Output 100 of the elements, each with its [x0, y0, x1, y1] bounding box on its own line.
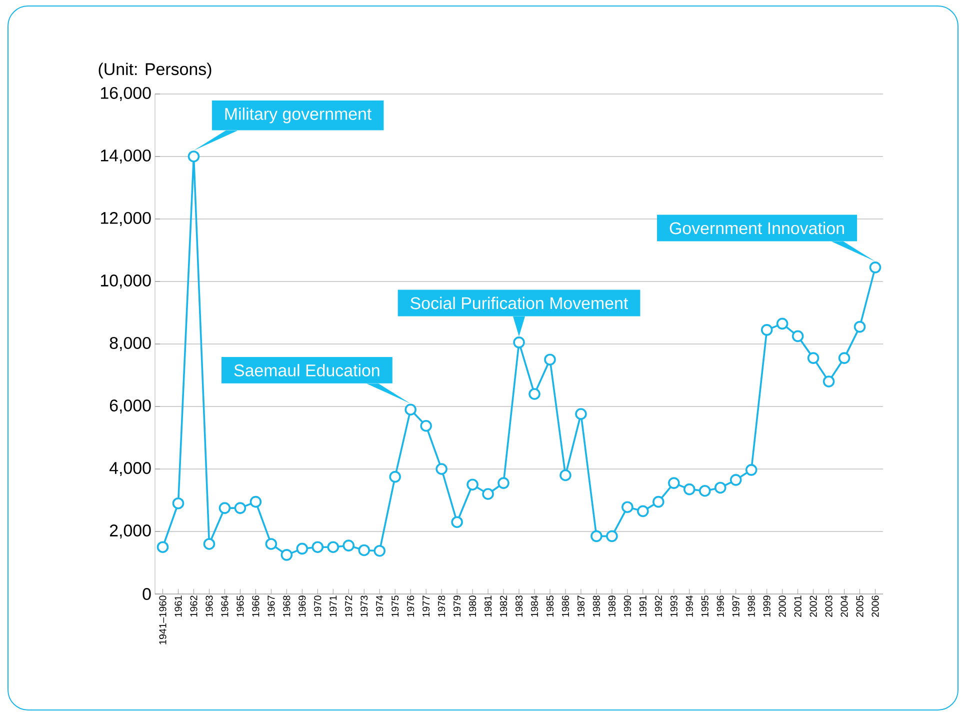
- annotation: Military government: [225, 108, 372, 124]
- point: [869, 262, 882, 274]
- x-tick-label: 1972: [345, 596, 352, 617]
- point: [622, 501, 634, 514]
- point: [730, 474, 742, 486]
- point: [606, 530, 618, 542]
- point: [714, 482, 726, 494]
- x-tick-label: 1970: [314, 596, 322, 617]
- point: [544, 354, 556, 366]
- annotation: Social Purification Movement: [410, 296, 628, 310]
- annotation: Saemaul Education: [234, 364, 380, 376]
- x-tick-label: 1969: [298, 596, 306, 617]
- point: [745, 464, 758, 476]
- point: [466, 478, 478, 491]
- x-tick-label: 2000: [778, 596, 786, 617]
- x-tick-label: 2005: [856, 596, 864, 617]
- point: [342, 540, 355, 552]
- y-tick-label: 6,000: [110, 399, 151, 414]
- x-tick-label: 1976: [407, 596, 414, 617]
- x-tick-label: 1962: [190, 596, 198, 617]
- point: [652, 496, 664, 508]
- x-tick-label: 1995: [701, 596, 708, 617]
- y-tick-label: 12,000: [100, 212, 151, 226]
- point: [420, 420, 432, 432]
- x-tick-label: 1998: [748, 596, 755, 617]
- x-tick-label: 1991: [639, 596, 646, 617]
- point: [358, 544, 370, 556]
- annotation: Government Innovation: [670, 222, 844, 234]
- point: [498, 477, 510, 489]
- x-tick-label: 1977: [422, 596, 430, 617]
- x-tick-label: 1973: [360, 596, 368, 617]
- x-tick-label: 1996: [716, 596, 724, 617]
- point: [838, 352, 850, 364]
- y-tick-label: 16,000: [100, 86, 151, 101]
- x-tick-label: 1989: [608, 596, 616, 617]
- point: [575, 408, 587, 420]
- x-tick-label: 1984: [530, 595, 538, 617]
- point: [776, 318, 788, 330]
- x-tick-label: 1997: [732, 596, 740, 617]
- x-tick-label: 2003: [825, 596, 832, 617]
- point: [528, 388, 540, 400]
- point: [203, 538, 216, 550]
- point: [822, 376, 835, 388]
- x-tick-label: 1978: [438, 596, 446, 617]
- point: [389, 470, 401, 483]
- point: [590, 530, 602, 542]
- x-tick-label: 1983: [515, 596, 523, 617]
- x-tick-label: 2006: [872, 596, 879, 617]
- point: [698, 484, 711, 497]
- point: [436, 463, 448, 475]
- y-tick-label: 0: [142, 588, 151, 600]
- point: [513, 336, 525, 348]
- x-tick-label: 1971: [330, 596, 337, 617]
- point: [250, 496, 262, 508]
- x-tick-label: 1992: [654, 596, 662, 617]
- x-tick-label: 1979: [454, 596, 461, 617]
- y-tick-label: 2,000: [110, 524, 151, 538]
- point: [760, 324, 773, 336]
- point: [296, 542, 308, 555]
- point: [374, 544, 386, 557]
- x-tick-label: 1974: [376, 595, 384, 617]
- point: [683, 483, 696, 496]
- point: [156, 541, 169, 554]
- point: [854, 320, 866, 333]
- point: [280, 549, 293, 561]
- y-axis-title: (Unit: Persons): [98, 62, 212, 78]
- x-tick-label: 1985: [546, 596, 554, 617]
- point: [172, 497, 184, 510]
- point: [234, 502, 246, 514]
- x-tick-label: 1982: [500, 596, 508, 617]
- point: [792, 330, 804, 342]
- x-tick-label: 1994: [686, 595, 693, 617]
- point: [312, 541, 324, 554]
- x-tick-label: 1981: [484, 596, 492, 617]
- x-tick-label: 1975: [392, 596, 399, 617]
- y-tick-label: 10,000: [100, 274, 151, 288]
- x-tick-label: 1966: [252, 596, 260, 617]
- y-tick-label: 8,000: [110, 336, 151, 351]
- x-tick-label: 1964: [221, 595, 228, 617]
- x-tick-label: 1963: [206, 596, 213, 617]
- point: [404, 404, 416, 416]
- x-tick-label: 1967: [268, 596, 275, 617]
- x-tick-label: 1968: [283, 596, 290, 617]
- x-tick-label: 1986: [562, 596, 569, 617]
- point: [560, 469, 572, 482]
- point: [188, 150, 200, 162]
- x-tick-label: 2002: [810, 596, 817, 617]
- point: [668, 477, 680, 489]
- point: [807, 352, 820, 364]
- x-tick-label: 2004: [840, 595, 848, 617]
- x-tick-label: 1987: [577, 596, 584, 617]
- x-tick-label: 1961: [174, 596, 182, 617]
- x-tick-label: 1993: [670, 596, 678, 617]
- point: [451, 516, 463, 528]
- point: [218, 502, 231, 514]
- point: [637, 505, 649, 518]
- x-tick-label: 1988: [592, 596, 600, 617]
- point: [327, 541, 340, 554]
- x-tick-label: 1990: [624, 596, 631, 617]
- x-tick-label: 1980: [469, 596, 476, 617]
